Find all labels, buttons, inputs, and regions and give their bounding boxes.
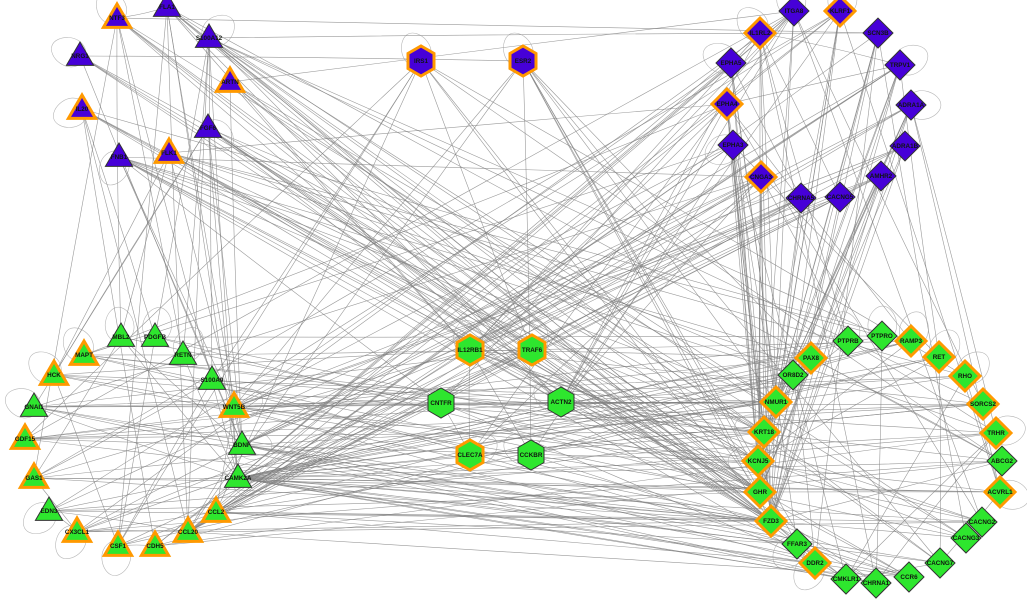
svg-text:CNTFR: CNTFR	[430, 400, 452, 407]
svg-text:CACNG7: CACNG7	[927, 560, 954, 567]
svg-text:IRS1: IRS1	[414, 58, 428, 65]
svg-text:EPHA3: EPHA3	[723, 142, 744, 149]
svg-text:TRHR: TRHR	[987, 430, 1005, 437]
svg-text:CHRNA1: CHRNA1	[863, 580, 890, 587]
svg-text:ACTN2: ACTN2	[551, 399, 572, 406]
svg-text:CSF1: CSF1	[110, 543, 127, 550]
svg-text:CAMK2A: CAMK2A	[225, 475, 252, 482]
svg-text:DDR2: DDR2	[806, 560, 824, 567]
svg-text:NRG1: NRG1	[71, 53, 89, 60]
svg-text:GDF15: GDF15	[15, 436, 36, 443]
svg-text:RAMP3: RAMP3	[900, 338, 923, 345]
svg-text:GNAI1: GNAI1	[24, 404, 44, 411]
svg-text:RET: RET	[933, 354, 946, 361]
svg-text:CLEC7A: CLEC7A	[457, 452, 483, 459]
svg-text:PDGFB: PDGFB	[144, 334, 166, 341]
svg-text:ACVRL1: ACVRL1	[987, 489, 1013, 496]
svg-text:IL20: IL20	[76, 106, 89, 113]
svg-text:EPHA4: EPHA4	[717, 101, 738, 108]
svg-text:ITGA8: ITGA8	[785, 8, 804, 15]
svg-text:HCK: HCK	[47, 372, 61, 379]
svg-text:FLK1: FLK1	[161, 150, 177, 157]
svg-text:CCL2: CCL2	[208, 509, 225, 516]
svg-text:CACNG2: CACNG2	[969, 519, 996, 526]
svg-text:KLRF1: KLRF1	[830, 8, 851, 15]
svg-text:CCKBR: CCKBR	[520, 452, 543, 459]
svg-text:ARTN: ARTN	[221, 79, 239, 86]
svg-text:CACNG5: CACNG5	[827, 194, 854, 201]
svg-text:ESR2: ESR2	[515, 58, 532, 65]
svg-text:FLA1: FLA1	[159, 4, 175, 11]
svg-text:MBL2: MBL2	[112, 334, 130, 341]
svg-text:WNT5B: WNT5B	[223, 404, 246, 411]
svg-text:CDH5: CDH5	[146, 543, 164, 550]
svg-text:BDNF: BDNF	[233, 442, 251, 449]
svg-text:NMUR1: NMUR1	[765, 399, 788, 406]
svg-text:AMHR2: AMHR2	[870, 173, 893, 180]
svg-text:CCR6: CCR6	[900, 574, 918, 581]
svg-text:PTPRO: PTPRO	[871, 333, 893, 340]
svg-text:MAPT: MAPT	[75, 352, 93, 359]
svg-text:CX3CL1: CX3CL1	[65, 529, 90, 536]
svg-text:PAX8: PAX8	[803, 355, 819, 362]
svg-text:CACNG3: CACNG3	[953, 535, 980, 542]
svg-text:GAS1: GAS1	[25, 475, 43, 482]
svg-text:CCL20: CCL20	[178, 529, 198, 536]
svg-text:S100A12: S100A12	[196, 35, 223, 42]
svg-text:RETN: RETN	[174, 352, 192, 359]
svg-text:GHR: GHR	[753, 489, 767, 496]
svg-text:S100A9: S100A9	[201, 377, 224, 384]
svg-text:FNB1: FNB1	[111, 154, 128, 161]
svg-text:NTF3: NTF3	[109, 15, 125, 22]
svg-text:TRAF6: TRAF6	[522, 347, 543, 354]
svg-text:ABCG2: ABCG2	[991, 458, 1014, 465]
svg-text:FGF6: FGF6	[200, 125, 217, 132]
svg-text:FFAR3: FFAR3	[787, 541, 807, 548]
svg-text:FZD3: FZD3	[763, 518, 779, 525]
svg-text:ADRA1B: ADRA1B	[892, 143, 919, 150]
svg-text:KCNJ5: KCNJ5	[748, 458, 769, 465]
svg-text:CNGA3: CNGA3	[750, 174, 773, 181]
svg-text:IL12RB1: IL12RB1	[457, 347, 483, 354]
svg-text:EPHA5: EPHA5	[721, 60, 742, 67]
svg-text:IL1RL2: IL1RL2	[750, 30, 771, 37]
svg-text:SORCS2: SORCS2	[970, 401, 996, 408]
svg-text:ADRA1A: ADRA1A	[898, 102, 925, 109]
svg-text:KRT18: KRT18	[754, 429, 774, 436]
svg-text:CHRNA5: CHRNA5	[788, 195, 815, 202]
svg-text:PTPRB: PTPRB	[837, 338, 859, 345]
svg-text:CMKLR1: CMKLR1	[833, 576, 860, 583]
svg-text:OR8D2: OR8D2	[783, 372, 804, 379]
svg-text:EDN3: EDN3	[41, 508, 58, 515]
svg-text:TRPV1: TRPV1	[890, 62, 911, 69]
svg-text:SCN3B: SCN3B	[867, 30, 889, 37]
svg-text:RHO: RHO	[958, 373, 972, 380]
